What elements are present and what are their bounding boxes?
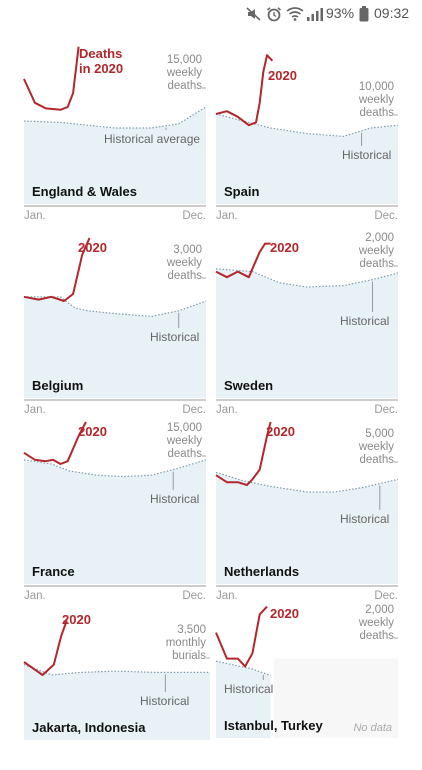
country-label: Jakarta, Indonesia xyxy=(32,720,146,735)
country-label: Netherlands xyxy=(224,564,300,579)
chart-panel-england: England & Wales Deaths in 2020 15,000 week… xyxy=(23,44,207,222)
country-label: Istanbul, Turkey xyxy=(224,718,323,733)
chart-svg-jakarta xyxy=(23,620,210,740)
axis-label-dec: Dec. xyxy=(374,210,398,222)
historical-label: Historical xyxy=(140,694,190,708)
historical-area xyxy=(216,472,398,584)
scale-label: 3,500 monthly burials xyxy=(165,624,206,662)
scale-label: 10,000 weekly deaths xyxy=(358,81,394,119)
axis-label-jan: Jan. xyxy=(216,404,238,416)
historical-line xyxy=(23,106,207,129)
axis-label-jan: Jan. xyxy=(216,590,238,602)
historical-area xyxy=(24,107,206,204)
chart-svg-netherlands xyxy=(215,421,399,587)
chart-panel-sweden: Sweden 2020 2,000 weekly deaths Historical J… xyxy=(215,232,399,416)
country-label: Spain xyxy=(224,184,260,199)
label-2020: 2020 xyxy=(266,424,295,439)
axis-label-dec: Dec. xyxy=(374,404,398,416)
chart-svg-spain xyxy=(215,54,399,207)
chart-panel-jakarta: Jakarta, Indonesia 2020 3,500 monthly buri… xyxy=(23,610,210,770)
historical-area xyxy=(216,268,398,398)
battery-percent: 93% xyxy=(326,5,355,21)
label-2020: 2020 xyxy=(78,424,107,439)
axis-label-jan: Jan. xyxy=(24,404,46,416)
historical-label: Historical xyxy=(340,512,390,526)
historical-line xyxy=(215,660,271,677)
historical-label: Historical xyxy=(224,682,274,696)
line-2020 xyxy=(215,605,268,668)
axis-label-dec: Dec. xyxy=(374,590,398,602)
line-2020 xyxy=(215,421,272,486)
label-2020: 2020 xyxy=(62,612,91,627)
chart-svg-sweden xyxy=(215,242,399,401)
status-bar: 93% 09:32 xyxy=(0,0,422,28)
chart-svg-france xyxy=(23,421,207,587)
chart-panel-spain: Spain 2020 10,000 weekly deaths Historical J… xyxy=(215,44,399,222)
line-2020 xyxy=(23,620,68,676)
mute-icon xyxy=(246,7,261,21)
scale-label: 15,000 weekly deaths xyxy=(166,54,202,92)
historical-area xyxy=(24,664,210,740)
chart-panel-france: France 2020 15,000 weekly deaths Historical… xyxy=(23,421,207,602)
axis-label-jan: Jan. xyxy=(24,210,46,222)
historical-area xyxy=(24,459,206,584)
alarm-icon xyxy=(266,7,282,22)
historical-label: Historical xyxy=(150,492,200,506)
line-2020 xyxy=(23,237,91,302)
scale-label: 2,000 weekly deaths xyxy=(358,232,394,270)
country-label: Belgium xyxy=(32,378,84,393)
axis-label-jan: Jan. xyxy=(216,210,238,222)
no-data-label: No data xyxy=(353,722,392,734)
chart-svg-england xyxy=(23,46,207,207)
label-2020: 2020 xyxy=(270,606,299,621)
historical-label: Historical xyxy=(342,148,392,162)
label-2020: Deaths in 2020 xyxy=(79,46,124,76)
historical-label: Historical average xyxy=(104,132,201,146)
country-label: France xyxy=(32,564,75,579)
line-2020 xyxy=(215,242,271,279)
historical-line xyxy=(23,459,207,478)
signal-icon xyxy=(307,8,323,21)
axis-label-dec: Dec. xyxy=(182,210,206,222)
chart-panel-belgium: Belgium 2020 3,000 weekly deaths Historical… xyxy=(23,237,207,416)
historical-area xyxy=(216,114,398,204)
historical-line xyxy=(23,664,210,676)
label-2020: 2020 xyxy=(268,68,297,83)
axis-label-dec: Dec. xyxy=(182,590,206,602)
wifi-icon xyxy=(286,7,304,21)
country-label: England & Wales xyxy=(32,184,137,199)
scale-label: 2,000 weekly deaths xyxy=(358,604,394,642)
scale-label: 5,000 weekly deaths xyxy=(358,428,394,466)
label-2020: 2020 xyxy=(270,240,299,255)
historical-line xyxy=(215,268,399,288)
no-data-region xyxy=(274,658,398,738)
historical-area xyxy=(216,661,271,738)
line-2020 xyxy=(23,46,80,111)
scale-label: 15,000 weekly deaths xyxy=(166,422,202,460)
historical-line xyxy=(215,113,399,138)
chart-panel-istanbul: Istanbul, Turkey 2020 2,000 weekly deaths H… xyxy=(215,604,398,764)
line-2020 xyxy=(23,421,87,465)
scale-label: 3,000 weekly deaths xyxy=(166,244,202,282)
chart-svg-belgium xyxy=(23,237,207,401)
axis-label-jan: Jan. xyxy=(24,590,46,602)
label-2020: 2020 xyxy=(78,240,107,255)
historical-line xyxy=(215,471,399,493)
country-label: Sweden xyxy=(224,378,274,393)
historical-label: Historical xyxy=(340,314,390,328)
chart-svg-istanbul xyxy=(215,605,398,738)
historical-label: Historical xyxy=(150,330,200,344)
clock: 09:32 xyxy=(374,5,410,21)
battery-icon xyxy=(359,6,369,22)
chart-panel-netherlands: Netherlands 2020 5,000 weekly deaths Histor… xyxy=(215,421,399,602)
line-2020 xyxy=(215,54,274,127)
axis-label-dec: Dec. xyxy=(182,404,206,416)
historical-area xyxy=(24,296,206,398)
